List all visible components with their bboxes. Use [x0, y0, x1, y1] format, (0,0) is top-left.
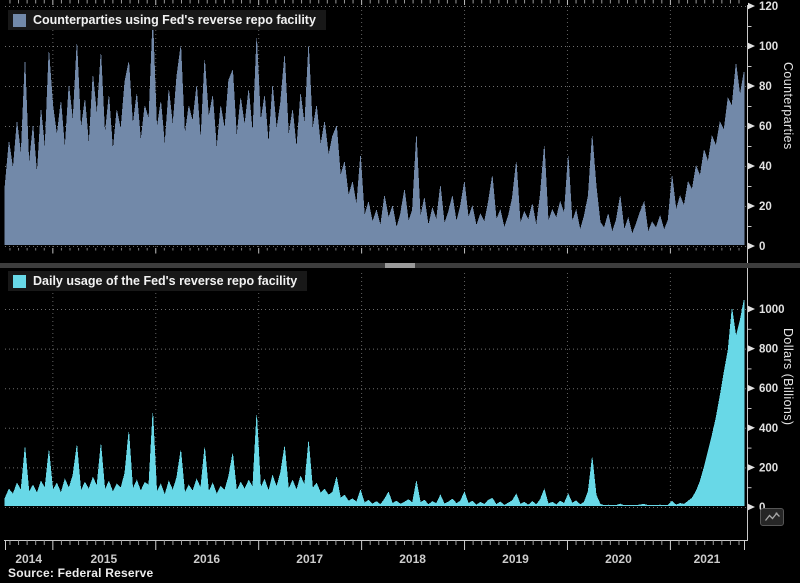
- panel-resize-handle[interactable]: [385, 263, 415, 268]
- y-tick-label: 600: [759, 383, 778, 395]
- y-tick-label: 60: [759, 121, 772, 133]
- expand-chart-button[interactable]: [760, 508, 784, 526]
- y-major-tick: [748, 2, 755, 10]
- y-tick-label: 200: [759, 462, 778, 474]
- x-tick-label: 2020: [605, 552, 632, 566]
- x-tick-label: 2014: [15, 552, 42, 566]
- line-chart-icon: [764, 512, 780, 521]
- y-major-tick: [748, 82, 755, 90]
- y-tick-label: 20: [759, 201, 772, 213]
- y-major-tick: [748, 202, 755, 210]
- legend-swatch-daily-usage: [13, 274, 26, 288]
- x-tick-label: 2015: [90, 552, 117, 566]
- x-tick-label: 2021: [694, 552, 721, 566]
- y-major-tick: [748, 385, 755, 392]
- y-tick-label: 120: [759, 1, 778, 13]
- y-major-tick: [748, 464, 755, 471]
- y-axis-title-counterparties: Counterparties: [781, 62, 795, 150]
- y-major-tick: [748, 424, 755, 431]
- y-tick-label: 100: [759, 41, 778, 53]
- y-major-tick: [748, 345, 755, 352]
- y-tick-label: 40: [759, 161, 772, 173]
- y-tick-label: 1000: [759, 304, 785, 316]
- legend-counterparties[interactable]: Counterparties using Fed's reverse repo …: [8, 10, 326, 30]
- x-tick-label: 2017: [296, 552, 323, 566]
- y-major-tick: [748, 162, 755, 170]
- y-major-tick: [748, 42, 755, 50]
- y-tick-label: 800: [759, 344, 778, 356]
- y-axis-title-dollars: Dollars (Billions): [781, 328, 795, 426]
- y-major-tick: [748, 122, 755, 130]
- x-tick-label: 2019: [502, 552, 529, 566]
- legend-label-daily-usage: Daily usage of the Fed's reverse repo fa…: [33, 274, 298, 288]
- y-major-tick: [748, 242, 755, 250]
- x-tick-label: 2018: [399, 552, 426, 566]
- y-tick-label: 0: [759, 241, 765, 253]
- y-major-tick: [748, 503, 755, 511]
- source-note: Source: Federal Reserve: [8, 566, 154, 580]
- x-tick-label: 2016: [193, 552, 220, 566]
- legend-daily-usage[interactable]: Daily usage of the Fed's reverse repo fa…: [8, 271, 308, 291]
- legend-label-counterparties: Counterparties using Fed's reverse repo …: [33, 13, 316, 27]
- y-major-tick: [748, 305, 755, 313]
- legend-swatch-counterparties: [13, 13, 26, 27]
- area-series-daily-usage: [4, 300, 745, 506]
- y-tick-label: 80: [759, 81, 772, 93]
- area-series-counterparties: [4, 19, 745, 245]
- y-tick-label: 400: [759, 423, 778, 435]
